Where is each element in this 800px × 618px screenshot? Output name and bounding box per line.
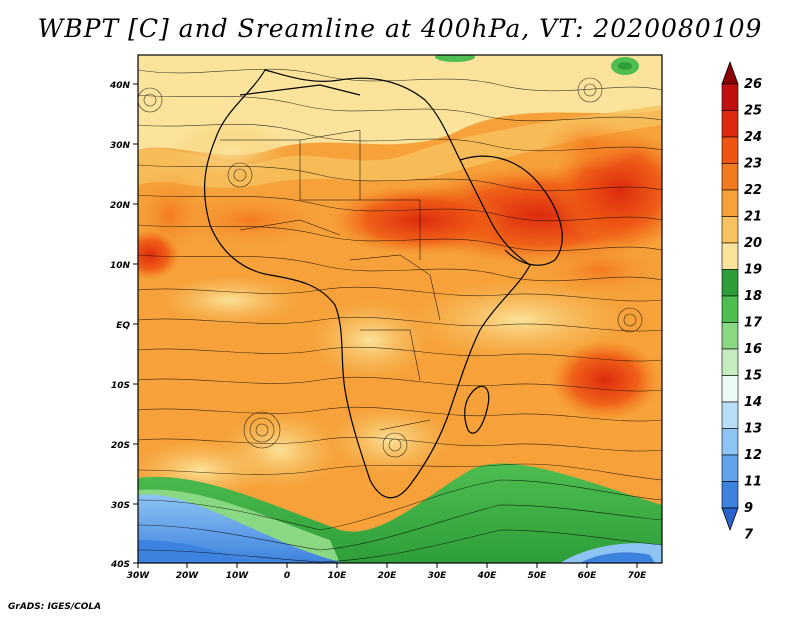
lon-label: 20E <box>378 571 398 581</box>
lon-label: 60E <box>578 571 598 581</box>
colorbar-label: 9 <box>744 501 753 516</box>
colorbar-max-arrow <box>721 60 739 85</box>
colorbar-swatch <box>721 216 739 244</box>
axis-ticks <box>133 83 638 568</box>
map-figure: 30W 20W 10W 0 10E 20E 30E 40E 50E 60E 70… <box>109 54 763 581</box>
lon-label: 30W <box>127 571 151 581</box>
colorbar-label: 24 <box>744 130 762 145</box>
wbpt-shading <box>138 55 662 563</box>
footer-credit: GrADS: IGES/COLA <box>8 602 102 612</box>
lon-label: 20W <box>176 571 200 581</box>
lon-label: 10E <box>328 571 348 581</box>
coastlines <box>203 69 563 499</box>
colorbar-swatch <box>721 348 739 376</box>
colorbar-swatch <box>721 242 739 270</box>
colorbar-label: 11 <box>744 475 762 490</box>
chart-title: WBPT [C] and Sreamline at 400hPa, VT: 20… <box>37 14 763 43</box>
lat-label: 40N <box>109 81 131 91</box>
map-frame <box>137 54 663 564</box>
colorbar-label: 16 <box>744 342 762 357</box>
colorbar-label: 14 <box>744 395 762 410</box>
colorbar-swatch <box>721 136 739 164</box>
lon-label: 30E <box>428 571 448 581</box>
colorbar-label: 17 <box>744 316 763 331</box>
lon-label: 40E <box>477 571 498 581</box>
colorbar-swatch <box>721 110 739 138</box>
colorbar-swatch <box>721 375 739 403</box>
lat-label: 40S <box>110 560 130 570</box>
lon-label: 0 <box>284 571 290 581</box>
colorbar-label: 21 <box>744 210 762 225</box>
colorbar-label: 13 <box>744 422 762 437</box>
colorbar-min-arrow <box>721 507 739 532</box>
colorbar-label: 25 <box>744 104 762 119</box>
colorbar-swatch <box>721 481 739 509</box>
lon-label: 70E <box>628 571 648 581</box>
colorbar-swatch <box>721 454 739 482</box>
colorbar-swatch <box>721 269 739 297</box>
colorbar-label: 12 <box>744 448 762 463</box>
lat-label: 10S <box>111 381 130 391</box>
lat-label: 30N <box>110 141 131 151</box>
colorbar-swatch <box>721 322 739 350</box>
colorbar-swatch <box>721 401 739 429</box>
colorbar-label: 7 <box>744 528 754 543</box>
colorbar-swatch <box>721 189 739 217</box>
colorbar: 26 25 24 23 22 21 20 19 18 17 16 15 14 13 12 11 9 7 <box>721 60 763 543</box>
colorbar-label: 26 <box>744 77 762 92</box>
colorbar-swatch <box>721 295 739 323</box>
colorbar-swatch <box>721 83 739 111</box>
lat-label: 10N <box>110 261 131 271</box>
country-borders <box>220 129 441 431</box>
colorbar-label: 19 <box>744 263 762 278</box>
lat-label: 30S <box>111 501 130 511</box>
lat-labels: 40N 30N 20N 10N EQ 10S 20S 30S 40S <box>109 81 131 570</box>
streamlines <box>138 68 662 563</box>
colorbar-swatch <box>721 163 739 191</box>
colorbar-label: 20 <box>744 236 762 251</box>
lon-labels: 30W 20W 10W 0 10E 20E 30E 40E 50E 60E 70… <box>127 571 647 581</box>
colorbar-label: 15 <box>744 369 762 384</box>
lat-label: 20S <box>111 441 130 451</box>
colorbar-label: 23 <box>744 157 762 172</box>
lon-label: 50E <box>528 571 548 581</box>
colorbar-swatch <box>721 428 739 456</box>
lon-label: 10W <box>226 571 250 581</box>
lat-label: EQ <box>116 321 130 331</box>
colorbar-label: 22 <box>744 183 762 198</box>
colorbar-label: 18 <box>744 289 762 304</box>
lat-label: 20N <box>110 201 131 211</box>
